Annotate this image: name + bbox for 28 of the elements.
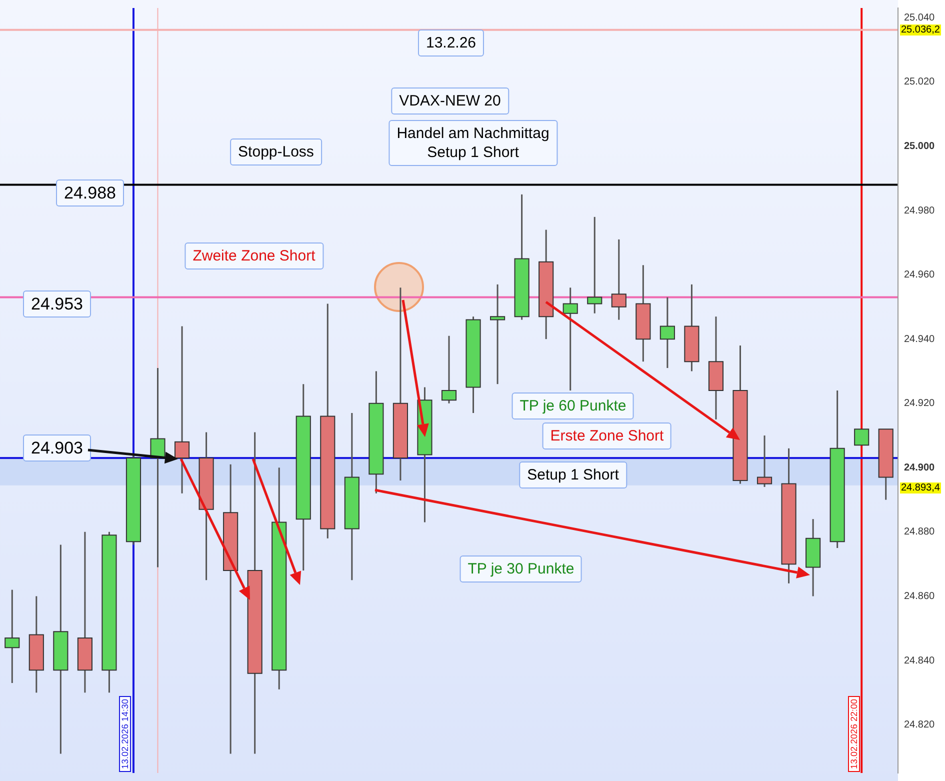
y-tick-label: 24.840 xyxy=(904,655,936,666)
annotation: Stopp-Loss xyxy=(230,138,322,166)
annotation: 13.2.26 xyxy=(418,30,484,56)
ref-line-label: 24.953 xyxy=(23,290,91,318)
y-tick-label: 24.820 xyxy=(904,720,936,731)
y-tick-label: 24.920 xyxy=(904,398,936,410)
y-tick-label: 25.020 xyxy=(904,76,936,88)
y-tick-label: 24.860 xyxy=(904,590,936,602)
annotation: 13.02.2026 14:30 xyxy=(119,696,132,772)
y-tick-label: 24.980 xyxy=(904,205,936,216)
annotation: VDAX-NEW 20 xyxy=(391,88,509,114)
y-tick-label: 24.940 xyxy=(904,334,936,345)
annotation: 13.02.2026 22:00 xyxy=(848,696,860,772)
y-tick-label: 24.900 xyxy=(904,462,936,474)
y-tick-label: 24.880 xyxy=(904,526,936,538)
ref-line-label: 25.036,2 xyxy=(900,24,941,36)
annotation: Handel am Nachmittag Setup 1 Short xyxy=(388,120,558,166)
annotation: Erste Zone Short xyxy=(542,422,672,450)
y-tick-label: 24.960 xyxy=(904,270,936,281)
ref-line-label: 24.903 xyxy=(23,434,91,462)
annotation: TP je 60 Punkte xyxy=(512,392,634,420)
y-tick-label: 25.000 xyxy=(904,140,936,152)
band-label: Setup 1 Short xyxy=(519,461,627,488)
annotation: TP je 30 Punkte xyxy=(460,556,582,582)
text: 24.893,4 xyxy=(900,482,941,494)
ref-line-label: 24.988 xyxy=(56,179,124,206)
annotation: Zweite Zone Short xyxy=(184,242,324,270)
y-tick-label: 25.040 xyxy=(904,12,936,24)
